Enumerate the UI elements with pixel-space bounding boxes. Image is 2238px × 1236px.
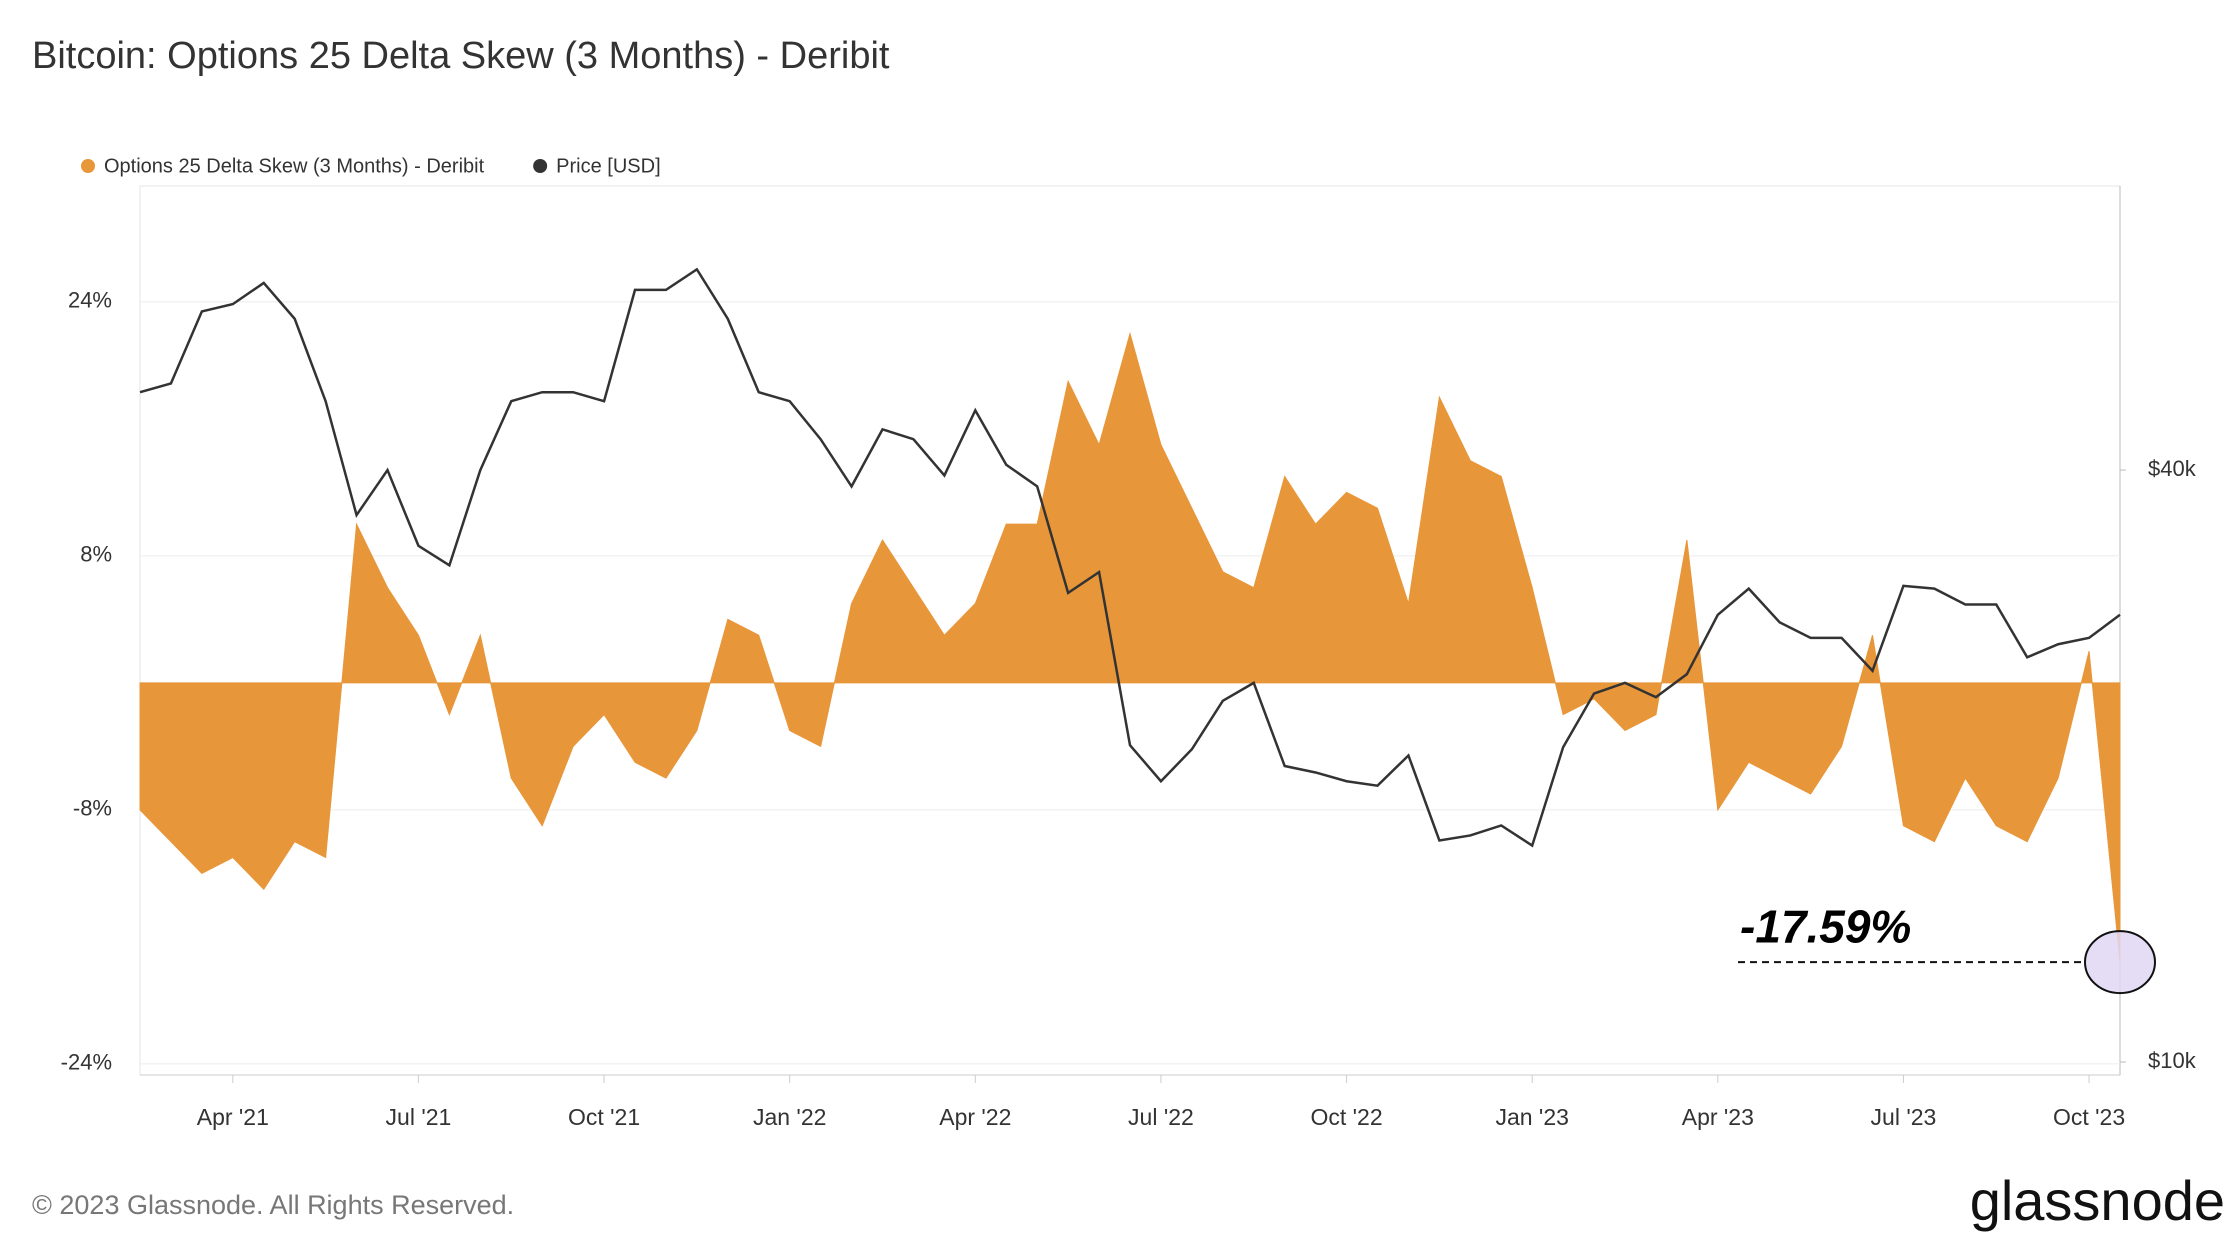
x-tick-label: Oct '23 [2053,1104,2125,1130]
skew-area [139,331,2121,963]
legend-marker [81,159,95,173]
chart-title: Bitcoin: Options 25 Delta Skew (3 Months… [32,35,890,77]
y2-tick-label: $10k [2148,1048,2197,1073]
x-tick-label: Jan '23 [1495,1104,1568,1130]
annotation-label: -17.59% [1740,900,1911,952]
legend-label: Price [USD] [556,155,660,177]
x-tick-label: Jul '22 [1128,1104,1194,1130]
legend-label: Options 25 Delta Skew (3 Months) - Derib… [104,155,485,177]
legend-marker [533,159,548,173]
x-tick-label: Jan '22 [753,1104,826,1130]
y-tick-label: 24% [68,288,112,313]
price-line [139,267,2121,848]
x-tick-label: Apr '21 [197,1104,269,1130]
copyright: © 2023 Glassnode. All Rights Reserved. [32,1190,514,1220]
x-tick-label: Apr '23 [1682,1104,1754,1130]
x-tick-label: Apr '22 [939,1104,1011,1130]
y-tick-label: -8% [73,796,112,821]
x-tick-label: Jul '21 [386,1104,452,1130]
y-tick-label: 8% [80,542,112,567]
x-tick-label: Oct '22 [1310,1104,1382,1130]
y2-tick-label: $40k [2148,456,2197,481]
x-tick-label: Oct '21 [568,1104,640,1130]
brand-logo: glassnode [1970,1169,2225,1232]
y-tick-label: -24% [61,1050,112,1075]
x-tick-label: Jul '23 [1871,1104,1937,1130]
annotation-circle [2084,930,2156,995]
